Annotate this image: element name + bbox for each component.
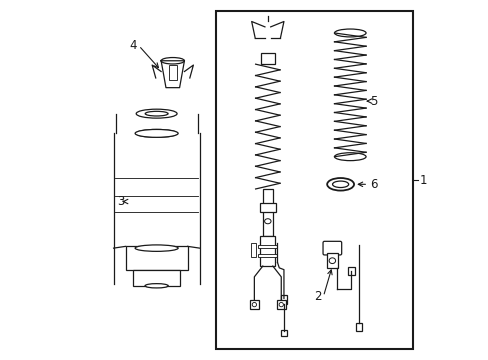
Bar [276, 300, 285, 309]
Text: 5: 5 [369, 95, 377, 108]
Bar [258, 244, 277, 248]
Bar [249, 300, 258, 309]
Ellipse shape [161, 58, 184, 64]
Ellipse shape [145, 111, 168, 116]
Bar [258, 253, 277, 257]
Text: 2: 2 [313, 290, 321, 303]
Ellipse shape [145, 284, 168, 288]
Ellipse shape [279, 302, 283, 307]
Bar [251, 243, 255, 257]
Bar [133, 270, 180, 286]
Ellipse shape [334, 29, 366, 37]
Text: 6: 6 [369, 178, 377, 191]
Bar [281, 329, 286, 336]
Ellipse shape [136, 109, 177, 118]
Ellipse shape [135, 130, 178, 137]
Ellipse shape [135, 245, 178, 251]
Bar [355, 323, 362, 330]
Ellipse shape [264, 219, 270, 224]
Bar [347, 267, 354, 275]
Bar [280, 295, 286, 304]
Ellipse shape [334, 153, 366, 161]
FancyBboxPatch shape [323, 241, 341, 255]
Bar [259, 203, 276, 212]
Bar [326, 253, 337, 268]
Ellipse shape [332, 181, 348, 188]
Ellipse shape [136, 130, 177, 137]
Bar [168, 65, 177, 80]
Bar [261, 53, 274, 64]
Bar [215, 12, 412, 348]
Ellipse shape [328, 258, 335, 264]
Text: 1: 1 [419, 174, 426, 186]
Text: 3: 3 [117, 195, 124, 208]
Bar [260, 235, 275, 266]
Ellipse shape [252, 302, 256, 307]
Ellipse shape [326, 178, 353, 190]
Text: 4: 4 [129, 39, 137, 52]
Bar [262, 189, 272, 235]
Bar [125, 246, 187, 270]
